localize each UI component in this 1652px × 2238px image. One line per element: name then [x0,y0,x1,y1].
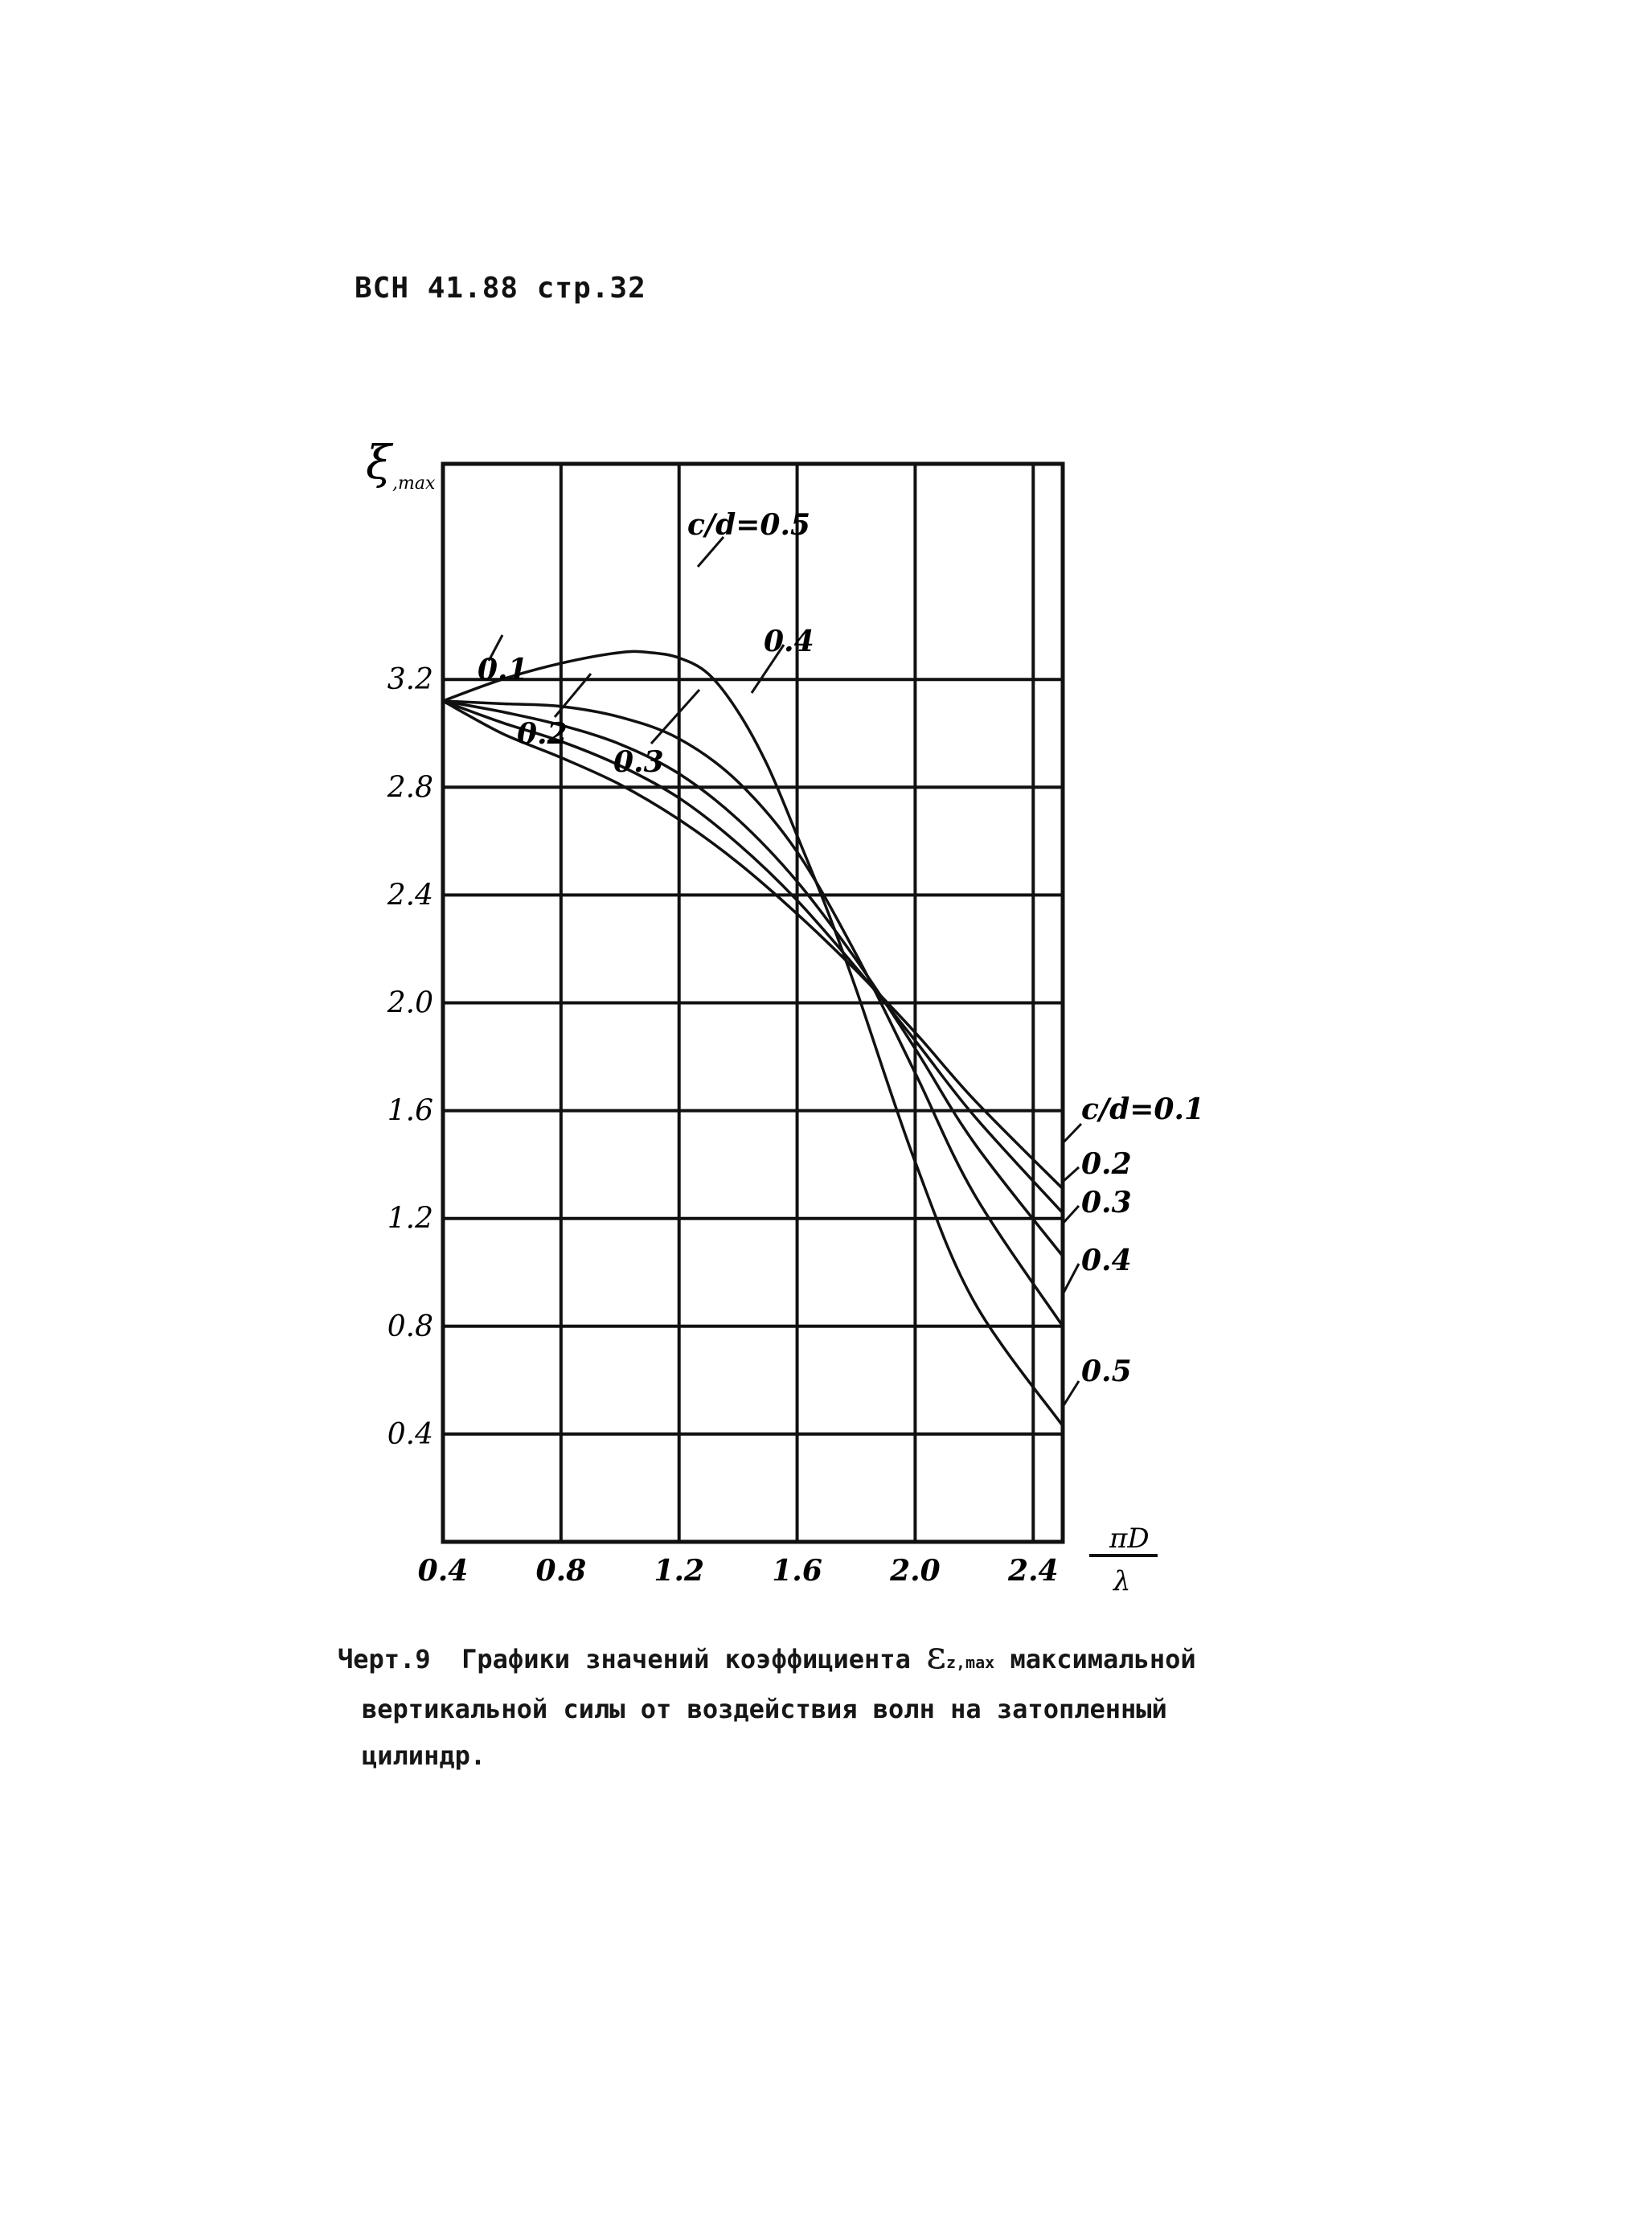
annotation-leader-left [696,536,725,568]
annotation-leader-right [1061,1204,1080,1225]
caption-text-1b: максимальной [1010,1644,1196,1674]
annotation-leader-right [1061,1263,1080,1295]
y-tick-label: 2.4 [387,879,433,912]
x-axis-label: πD λ [1089,1523,1158,1597]
y-tick-label: 2.8 [387,771,433,804]
annotation-leader-left [650,688,701,745]
annotation-label-right: 0.3 [1081,1186,1132,1219]
annotation-label-right: 0.5 [1081,1355,1132,1388]
x-tick-label: 1.6 [772,1554,822,1588]
caption-prefix: Черт.9 [338,1644,431,1674]
series-line-5 [442,650,1064,1427]
y-tick-label: 1.6 [387,1095,433,1128]
x-tick-label: 2.4 [1007,1554,1059,1588]
annotation-label-right: c/d=0.1 [1081,1092,1204,1126]
annotation-label-right: 0.4 [1081,1244,1132,1277]
y-tick-label: 0.8 [387,1310,433,1343]
caption-line-2: вертикальной силы от воздействия волн на… [362,1694,1167,1724]
y-axis-label: ξ ,max [366,435,436,494]
y-tick-label: 2.0 [387,987,433,1020]
chart-grid [441,461,1065,1544]
caption-text-1a: Графики значений коэффициента [461,1644,911,1674]
x-tick-label: 1.2 [654,1554,704,1588]
annotation-label-left: 0.4 [764,625,814,658]
epsilon-subscript: z,max [945,1653,995,1672]
chart-leaders [487,536,1083,1408]
annotation-label-left: 0.3 [613,745,664,779]
annotation-label-left: c/d=0.5 [687,508,810,542]
y-axis-label-symbol: ξ [366,435,394,490]
caption-line-1: Черт.9 Графики значений коэффициента εz,… [338,1632,1351,1686]
annotation-leader-right [1061,1166,1080,1183]
annotation-label-left: 0.2 [517,717,568,751]
annotation-leader-left [487,634,504,662]
x-axis-label-denominator: λ [1112,1565,1131,1597]
x-tick-label: 0.8 [536,1554,587,1588]
page-header: ВСН 41.88 стр.32 [355,272,646,305]
annotation-leader-right [1061,1380,1080,1408]
annotation-leader-right [1061,1122,1083,1145]
figure-caption: Черт.9 Графики значений коэффициента εz,… [338,1632,1351,1779]
annotation-label-right: 0.2 [1081,1147,1132,1181]
y-axis-label-sub: ,max [392,473,436,494]
series-line-3 [442,699,1064,1257]
series-line-1 [442,699,1064,1191]
epsilon-symbol: ε [926,1633,946,1678]
annotation-leader-left [750,644,785,694]
x-tick-label: 2.0 [889,1554,941,1588]
y-tick-label: 0.4 [387,1418,433,1451]
annotation-label-left: 0.1 [478,653,528,687]
x-axis-label-numerator: πD [1109,1523,1150,1555]
chart-labels: 0.4 0.8 1.2 1.6 2.0 2.4 0.4 0.8 1.2 1.6 2.0 2.4 2.8 3… [387,508,1204,1588]
x-tick-label: 0.4 [418,1554,469,1588]
chart-curves [442,650,1064,1427]
series-line-4 [442,699,1064,1327]
annotation-leader-left [553,673,592,718]
y-tick-label: 1.2 [387,1203,433,1236]
caption-line-3: цилиндр. [362,1740,486,1771]
y-tick-label: 3.2 [387,663,433,696]
series-line-2 [442,699,1064,1215]
